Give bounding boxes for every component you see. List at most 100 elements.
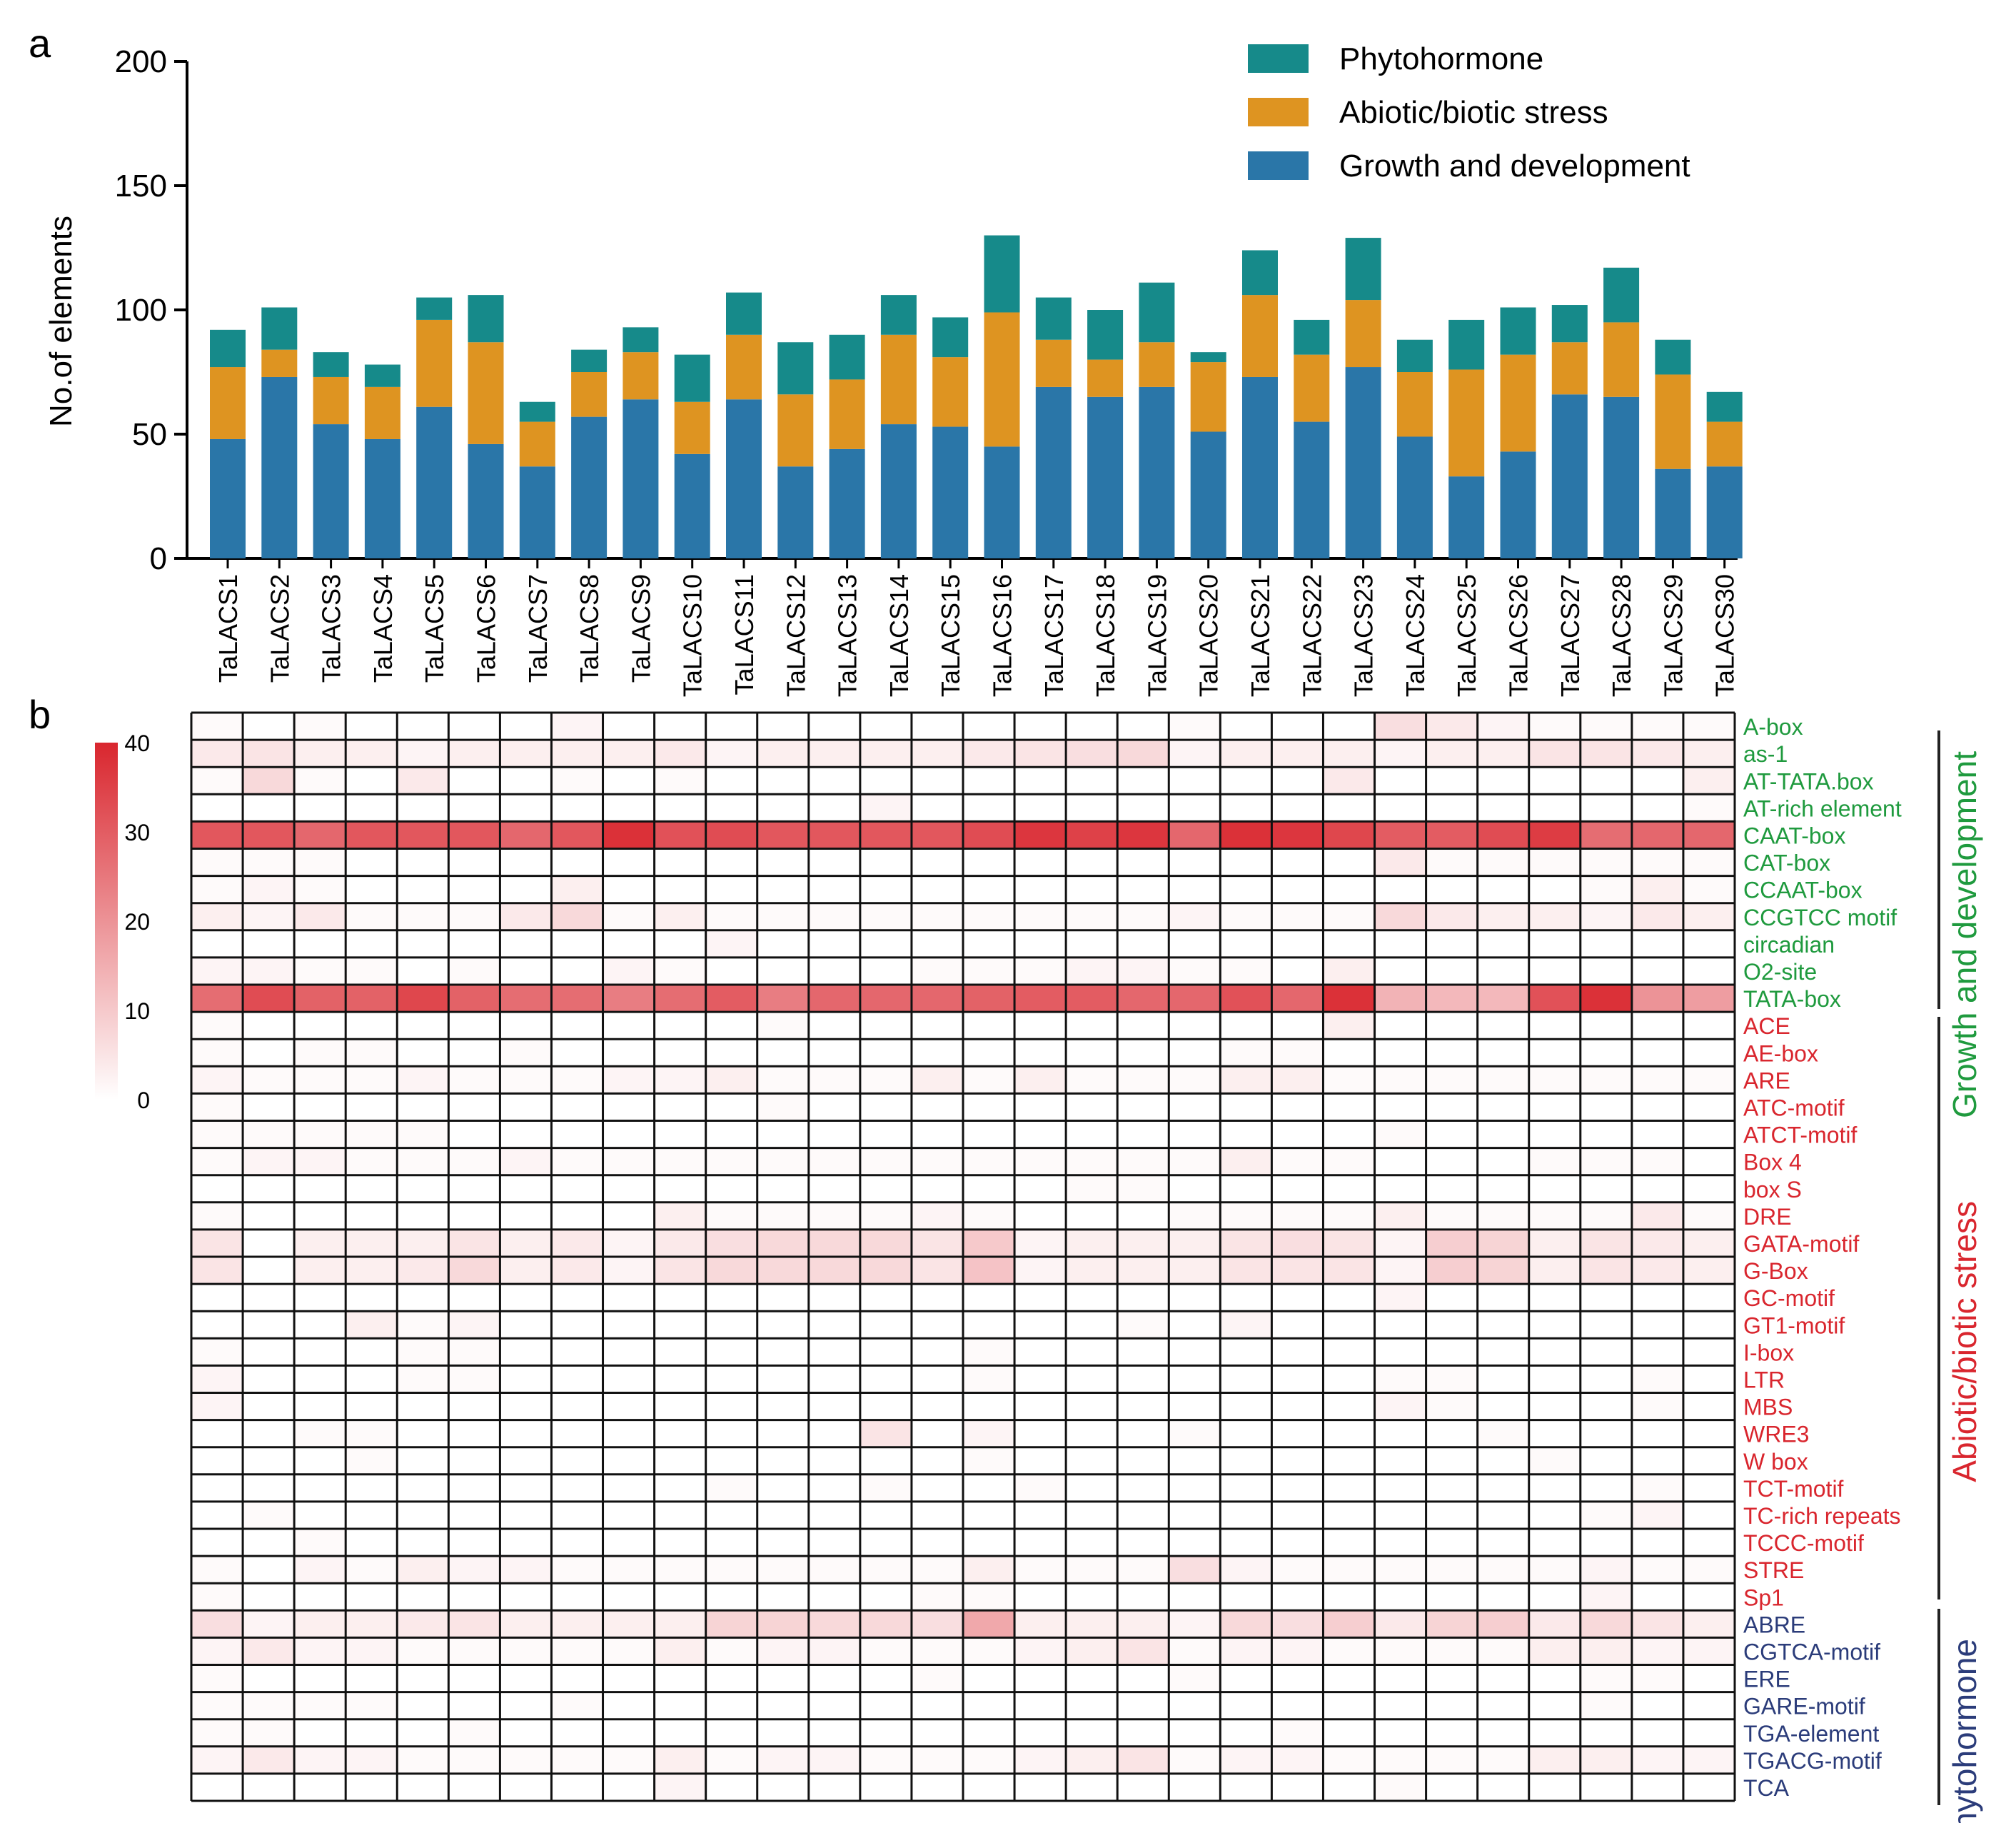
heatmap-cell — [448, 1202, 500, 1230]
heatmap-cell — [911, 1120, 964, 1149]
y-tick-label: 150 — [115, 169, 167, 204]
heatmap-cell — [808, 1583, 861, 1611]
heatmap-cell — [808, 1365, 861, 1394]
row-label: box S — [1743, 1177, 1802, 1202]
heatmap-cell — [1477, 1474, 1530, 1502]
heatmap-cell — [808, 1229, 861, 1257]
heatmap-cell — [1426, 1012, 1478, 1040]
heatmap-cell — [448, 1229, 500, 1257]
heatmap-cell — [911, 794, 964, 822]
heatmap-cell — [603, 1746, 655, 1774]
heatmap-cell — [1374, 1311, 1427, 1339]
heatmap-cell — [397, 794, 449, 822]
heatmap-cell — [1271, 875, 1324, 904]
heatmap-cell — [705, 903, 758, 931]
heatmap-cell — [963, 1284, 1015, 1312]
x-tick-label: TaLACS18 — [1091, 574, 1120, 697]
heatmap-cell — [1683, 1066, 1735, 1094]
heatmap-cell — [448, 1719, 500, 1747]
heatmap-cell — [448, 1284, 500, 1312]
heatmap-cell — [500, 1365, 553, 1394]
heatmap-cell — [346, 1284, 398, 1312]
heatmap-cell — [294, 1664, 346, 1693]
heatmap-cell — [603, 848, 655, 877]
heatmap-cell — [963, 1746, 1015, 1774]
heatmap-cell — [654, 1610, 707, 1638]
heatmap-cell — [654, 875, 707, 904]
heatmap-cell — [1169, 794, 1221, 822]
heatmap-cell — [654, 1556, 707, 1584]
heatmap-cell — [551, 1093, 604, 1122]
heatmap-cell — [1631, 875, 1684, 904]
heatmap-cell — [294, 1529, 346, 1557]
heatmap-cell — [346, 930, 398, 958]
heatmap-cell — [1014, 767, 1067, 795]
heatmap-cell — [757, 1147, 810, 1176]
heatmap-cell — [1631, 740, 1684, 768]
heatmap-cell — [911, 1257, 964, 1285]
bar-segment — [1655, 374, 1691, 469]
heatmap-cell — [346, 740, 398, 768]
heatmap-cell — [603, 1311, 655, 1339]
heatmap-cell — [1323, 1664, 1376, 1693]
heatmap-cell — [1426, 1529, 1478, 1557]
bar-segment — [1035, 386, 1072, 558]
heatmap-cell — [1066, 930, 1118, 958]
heatmap-cell — [963, 1039, 1015, 1067]
heatmap-cell — [1271, 1637, 1324, 1666]
heatmap-cell — [1528, 930, 1581, 958]
heatmap-cell — [654, 1474, 707, 1502]
bar-segment — [261, 349, 298, 377]
heatmap-cell — [346, 1692, 398, 1720]
row-label: GARE-motif — [1743, 1694, 1865, 1719]
heatmap-cell — [911, 1501, 964, 1530]
heatmap-cell — [1580, 1012, 1633, 1040]
bar-segment — [1242, 250, 1278, 296]
heatmap-cell — [551, 1447, 604, 1475]
heatmap-cell — [397, 1012, 449, 1040]
heatmap-cell — [860, 1039, 912, 1067]
heatmap-cell — [1117, 1637, 1169, 1666]
bar-segment — [880, 334, 917, 425]
heatmap-cell — [448, 767, 500, 795]
heatmap-cell — [654, 1311, 707, 1339]
heatmap-cell — [1683, 1420, 1735, 1448]
heatmap-cell — [500, 794, 553, 822]
heatmap-cell — [1580, 1311, 1633, 1339]
heatmap-cell — [1374, 1637, 1427, 1666]
heatmap-cell — [1580, 1392, 1633, 1421]
heatmap-cell — [603, 1692, 655, 1720]
heatmap-cell — [705, 1311, 758, 1339]
x-tick-label: TaLACS13 — [833, 574, 862, 697]
heatmap-cell — [191, 1338, 243, 1366]
heatmap-cell — [860, 1175, 912, 1203]
heatmap-cell — [1528, 1447, 1581, 1475]
heatmap-cell — [191, 767, 243, 795]
heatmap-cell — [397, 1529, 449, 1557]
heatmap-cell — [705, 1338, 758, 1366]
heatmap-cell — [860, 767, 912, 795]
bar-segment — [777, 394, 814, 467]
heatmap-cell — [243, 713, 295, 740]
heatmap-cell — [911, 1175, 964, 1203]
bar-segment — [1035, 297, 1072, 340]
heatmap-cell — [346, 794, 398, 822]
heatmap-cell — [1528, 1719, 1581, 1747]
row-label: GT1-motif — [1743, 1312, 1845, 1338]
heatmap-cell — [1477, 1120, 1530, 1149]
heatmap-cell — [757, 1692, 810, 1720]
heatmap-cell — [808, 1556, 861, 1584]
heatmap-cell — [191, 1529, 243, 1557]
heatmap-cell — [294, 903, 346, 931]
heatmap-cell — [808, 903, 861, 931]
heatmap-cell — [448, 1392, 500, 1421]
legend-swatch — [1248, 98, 1309, 126]
heatmap-cell — [346, 1719, 398, 1747]
heatmap-cell — [1014, 1583, 1067, 1611]
heatmap-cell — [1426, 1365, 1478, 1394]
heatmap-cell — [963, 1392, 1015, 1421]
heatmap-cell — [1271, 1147, 1324, 1176]
bar-segment — [623, 352, 659, 400]
heatmap-cell — [1426, 1447, 1478, 1475]
heatmap-cell — [1683, 1257, 1735, 1285]
